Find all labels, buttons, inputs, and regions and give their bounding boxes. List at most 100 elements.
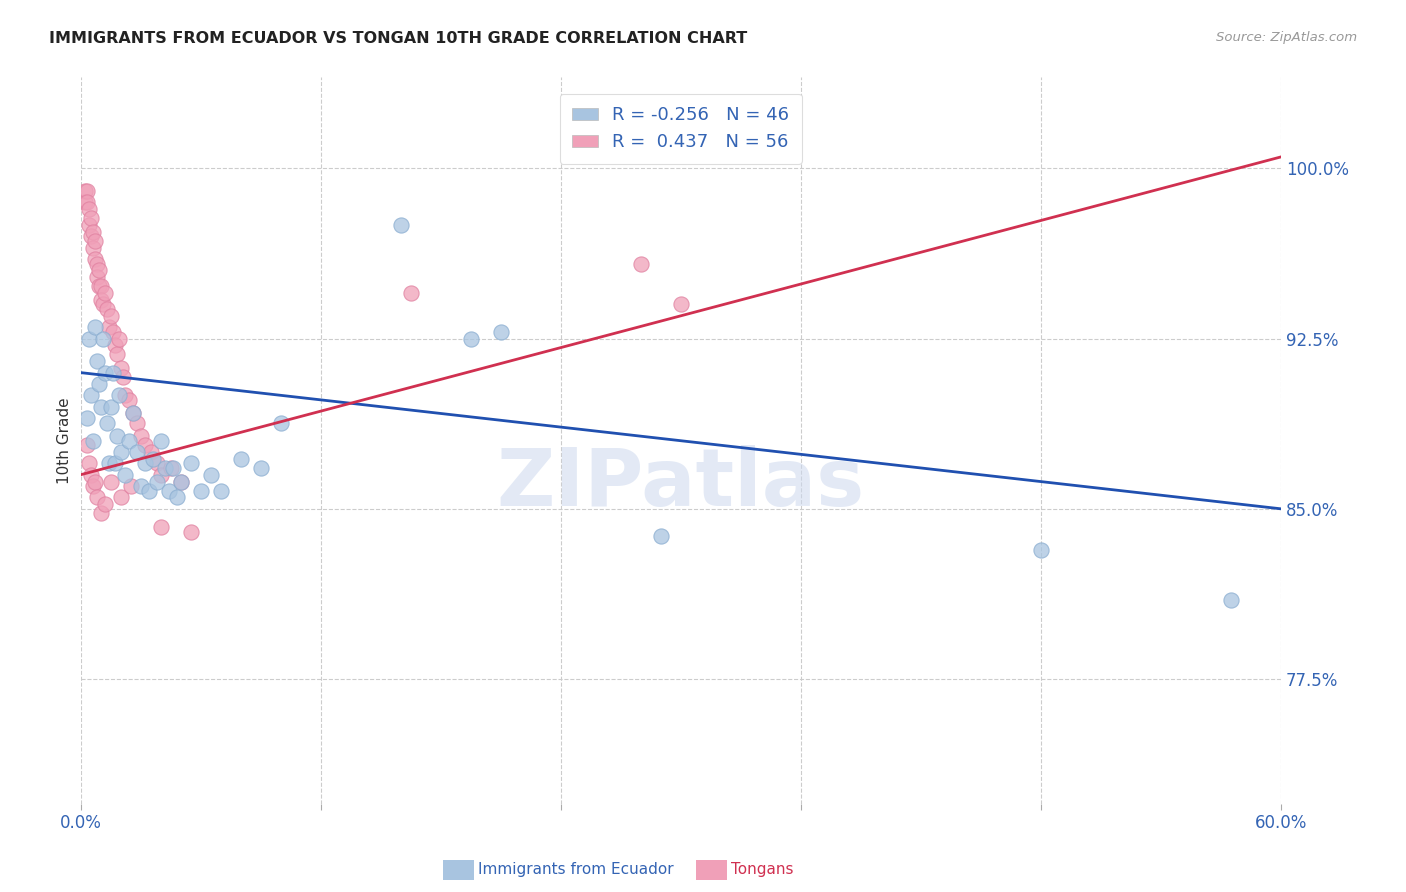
Point bbox=[83, 320, 105, 334]
Point bbox=[110, 445, 132, 459]
Point bbox=[86, 354, 108, 368]
Point bbox=[111, 370, 134, 384]
Point bbox=[129, 429, 152, 443]
Point bbox=[77, 218, 100, 232]
Point bbox=[103, 338, 125, 352]
Point bbox=[89, 293, 111, 307]
Point bbox=[105, 429, 128, 443]
Point bbox=[121, 407, 143, 421]
Point bbox=[97, 457, 120, 471]
Point bbox=[107, 332, 129, 346]
Point bbox=[1029, 542, 1052, 557]
Point bbox=[389, 218, 412, 232]
Point bbox=[77, 202, 100, 216]
Point bbox=[76, 411, 98, 425]
Point bbox=[82, 225, 104, 239]
Point bbox=[121, 407, 143, 421]
Point bbox=[180, 524, 202, 539]
Point bbox=[149, 520, 172, 534]
Point bbox=[77, 457, 100, 471]
Point bbox=[125, 416, 148, 430]
Point bbox=[107, 388, 129, 402]
Point bbox=[190, 483, 212, 498]
Point bbox=[87, 279, 110, 293]
Point bbox=[145, 475, 167, 489]
Point bbox=[87, 263, 110, 277]
Point bbox=[93, 497, 115, 511]
Point bbox=[162, 461, 184, 475]
Point bbox=[87, 376, 110, 391]
Point bbox=[73, 184, 96, 198]
Legend: R = -0.256   N = 46, R =  0.437   N = 56: R = -0.256 N = 46, R = 0.437 N = 56 bbox=[560, 94, 801, 164]
Point bbox=[100, 475, 122, 489]
Point bbox=[82, 434, 104, 448]
Point bbox=[117, 434, 139, 448]
Point bbox=[79, 229, 101, 244]
Point bbox=[83, 252, 105, 266]
Point bbox=[134, 457, 156, 471]
Point bbox=[79, 388, 101, 402]
Point bbox=[149, 434, 172, 448]
Point bbox=[138, 483, 160, 498]
Point bbox=[141, 451, 163, 466]
Point bbox=[114, 467, 136, 482]
Point bbox=[139, 445, 162, 459]
Point bbox=[82, 241, 104, 255]
Point bbox=[1219, 592, 1241, 607]
Point bbox=[270, 416, 292, 430]
Point bbox=[120, 479, 142, 493]
Point bbox=[97, 320, 120, 334]
Point bbox=[650, 529, 672, 543]
Y-axis label: 10th Grade: 10th Grade bbox=[58, 398, 72, 484]
Point bbox=[89, 279, 111, 293]
Point bbox=[249, 461, 271, 475]
Point bbox=[110, 361, 132, 376]
Point bbox=[200, 467, 222, 482]
Point bbox=[630, 257, 652, 271]
Point bbox=[117, 392, 139, 407]
Point bbox=[169, 475, 191, 489]
Point bbox=[145, 457, 167, 471]
Point bbox=[76, 195, 98, 210]
Point bbox=[101, 366, 124, 380]
Point bbox=[169, 475, 191, 489]
Point bbox=[77, 332, 100, 346]
Point bbox=[105, 347, 128, 361]
Point bbox=[100, 400, 122, 414]
Text: Tongans: Tongans bbox=[731, 863, 793, 877]
Text: IMMIGRANTS FROM ECUADOR VS TONGAN 10TH GRADE CORRELATION CHART: IMMIGRANTS FROM ECUADOR VS TONGAN 10TH G… bbox=[49, 31, 748, 46]
Point bbox=[101, 325, 124, 339]
Point bbox=[83, 234, 105, 248]
Point bbox=[89, 507, 111, 521]
Point bbox=[209, 483, 232, 498]
Point bbox=[96, 416, 118, 430]
Point bbox=[103, 457, 125, 471]
Point bbox=[89, 400, 111, 414]
Point bbox=[129, 479, 152, 493]
Text: Source: ZipAtlas.com: Source: ZipAtlas.com bbox=[1216, 31, 1357, 45]
Point bbox=[91, 332, 114, 346]
Point bbox=[76, 438, 98, 452]
Point bbox=[93, 366, 115, 380]
Point bbox=[166, 491, 188, 505]
Point bbox=[86, 270, 108, 285]
Point bbox=[96, 301, 118, 316]
Point bbox=[125, 445, 148, 459]
Point bbox=[79, 211, 101, 226]
Point bbox=[489, 325, 512, 339]
Point bbox=[83, 475, 105, 489]
Point bbox=[229, 451, 252, 466]
Point bbox=[153, 461, 176, 475]
Point bbox=[91, 297, 114, 311]
Point bbox=[157, 483, 180, 498]
Point bbox=[73, 195, 96, 210]
Point bbox=[93, 286, 115, 301]
Point bbox=[100, 309, 122, 323]
Point bbox=[79, 467, 101, 482]
Point bbox=[114, 388, 136, 402]
Text: Immigrants from Ecuador: Immigrants from Ecuador bbox=[478, 863, 673, 877]
Point bbox=[159, 461, 181, 475]
Point bbox=[180, 457, 202, 471]
Point bbox=[399, 286, 422, 301]
Point bbox=[82, 479, 104, 493]
